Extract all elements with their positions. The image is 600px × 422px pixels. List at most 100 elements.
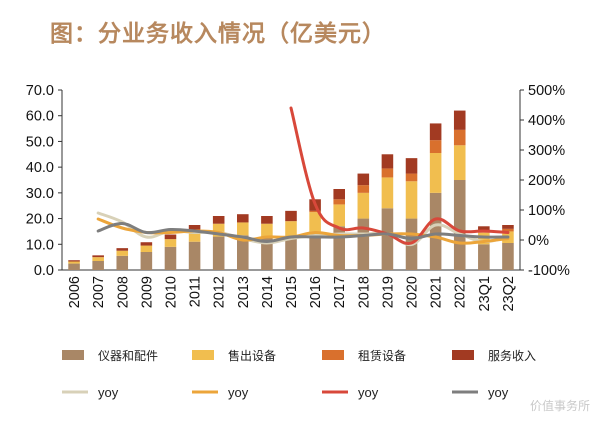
legend-label-service: 服务收入 <box>488 348 536 363</box>
x-tick-label: 23Q2 <box>501 276 517 311</box>
left-tick-label: 30.0 <box>26 186 54 202</box>
bar-sales <box>164 239 177 247</box>
bars <box>68 110 514 270</box>
x-tick-label: 2020 <box>405 276 421 308</box>
bar-service <box>140 242 153 246</box>
bar-service <box>212 216 225 224</box>
x-tick-label: 2009 <box>139 276 155 308</box>
legend-label-rental: 租赁设备 <box>358 349 406 363</box>
bar-service <box>237 214 249 223</box>
bar-service <box>188 225 201 232</box>
left-tick-label: 40.0 <box>26 160 54 176</box>
line-yoy_sales <box>96 217 510 245</box>
bar-service <box>92 255 104 258</box>
left-tick-label: 20.0 <box>26 212 54 228</box>
bar-instruments <box>237 235 249 270</box>
legend-label-yoy_sales: yoy <box>228 385 249 400</box>
bar-rental <box>357 185 370 193</box>
left-tick-label: 60.0 <box>26 109 54 125</box>
bar-rental <box>333 199 345 205</box>
bar-instruments <box>68 263 80 270</box>
right-tick-label: 500% <box>528 83 565 99</box>
x-tick-label: 2021 <box>429 276 445 308</box>
bar-sales <box>405 181 418 219</box>
x-tick-label: 2016 <box>308 276 324 308</box>
legend-label-yoy_rental: yoy <box>358 385 379 400</box>
left-tick-label: 10.0 <box>26 237 54 253</box>
bar-service <box>357 173 370 186</box>
right-tick-label: 0% <box>528 233 549 249</box>
bar-sales <box>261 223 273 238</box>
bar-sales <box>188 231 201 242</box>
watermark: 价值事务所 <box>529 399 590 413</box>
bar-sales <box>212 223 225 237</box>
left-tick-label: 70.0 <box>26 83 54 99</box>
bar-rental <box>309 210 321 213</box>
bar-sales <box>357 192 370 219</box>
bar-instruments <box>381 208 394 270</box>
x-tick-label: 2008 <box>115 276 131 308</box>
right-tick-label: 300% <box>528 143 565 159</box>
bar-instruments <box>188 241 201 270</box>
legend-swatch-instruments <box>62 350 84 360</box>
x-tick-label: 2013 <box>236 276 252 308</box>
line-yoy_service <box>96 221 510 243</box>
x-tick-label: 2015 <box>284 276 300 308</box>
bar-service <box>116 248 129 251</box>
bar-sales <box>381 177 394 209</box>
x-tick-label: 2007 <box>91 276 107 308</box>
right-tick-label: 200% <box>528 173 565 189</box>
bar-service <box>68 260 80 262</box>
bar-rental <box>502 228 514 232</box>
legend-swatch-sales <box>192 350 214 360</box>
x-tick-label: 2022 <box>453 276 469 308</box>
legend-label-instruments: 仪器和配件 <box>98 349 158 363</box>
bar-instruments <box>333 226 345 270</box>
x-tick-label: 2012 <box>212 276 228 308</box>
axes: 0.0 10.0 20.0 30.0 40.0 50.0 60.0 70.0 -100% 0% 10… <box>26 83 570 279</box>
x-tick-label: 2006 <box>67 276 83 308</box>
bar-rental <box>453 129 466 146</box>
bar-service <box>453 110 466 130</box>
right-tick-label: -100% <box>528 263 570 279</box>
left-tick-label: 0.0 <box>34 263 54 279</box>
bar-sales <box>285 221 297 237</box>
legend: 仪器和配件 售出设备 租赁设备 服务收入 yoy yoy yoy yoy <box>62 348 536 400</box>
bar-service <box>381 154 394 169</box>
x-tick-label: 2017 <box>332 276 348 308</box>
x-axis-ticks: 2006 2007 2008 2009 2010 2011 2012 2013 2014 2015… <box>67 276 517 311</box>
bar-instruments <box>478 244 490 270</box>
bar-sales <box>68 261 80 264</box>
legend-label-yoy_service: yoy <box>488 385 509 400</box>
bar-sales <box>116 250 129 256</box>
bar-instruments <box>116 255 129 270</box>
x-tick-label: 2014 <box>260 276 276 308</box>
bar-service <box>502 225 514 229</box>
legend-swatch-rental <box>322 350 344 360</box>
legend-label-sales: 售出设备 <box>228 348 276 363</box>
bar-instruments <box>261 237 273 270</box>
x-tick-label: 2011 <box>188 276 204 307</box>
right-tick-label: 400% <box>528 113 565 129</box>
bar-rental <box>405 173 418 182</box>
bar-instruments <box>309 231 321 270</box>
bar-instruments <box>164 246 177 270</box>
bar-service <box>405 158 418 174</box>
x-tick-label: 2018 <box>356 276 372 308</box>
legend-label-yoy_instruments: yoy <box>98 385 119 400</box>
bar-instruments <box>92 261 104 270</box>
bar-instruments <box>429 192 442 270</box>
bar-instruments <box>212 236 225 270</box>
bar-service <box>429 123 442 141</box>
bar-instruments <box>140 252 153 270</box>
bar-service <box>478 226 490 231</box>
bar-rental <box>381 168 394 178</box>
x-tick-label: 2019 <box>380 276 396 308</box>
bar-service <box>261 216 273 224</box>
bar-instruments <box>502 243 514 270</box>
bar-sales <box>140 245 153 252</box>
chart-title: 图：分业务收入情况（亿美元） <box>50 21 386 47</box>
right-tick-label: 100% <box>528 203 565 219</box>
bar-sales <box>237 222 249 236</box>
